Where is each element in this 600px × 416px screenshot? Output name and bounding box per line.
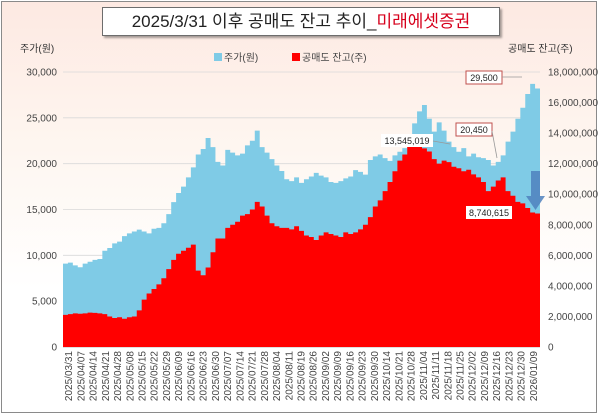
x-tick-label: 2025/08/11 <box>284 351 295 401</box>
annotation-20450: 20,450 <box>460 125 488 135</box>
x-tick-label: 2025/09/02 <box>321 351 332 401</box>
x-tick-label: 2025/12/09 <box>480 351 491 401</box>
right-axis-title: 공매도 잔고(주) <box>508 43 573 55</box>
annotation-8740615: 8,740,615 <box>469 208 509 218</box>
x-tick-label: 2025/07/07 <box>223 351 234 401</box>
right-tick-label: 6,000,000 <box>548 251 593 262</box>
legend-swatch-price <box>214 53 222 61</box>
right-tick-label: 16,000,000 <box>548 98 598 109</box>
x-tick-label: 2025/11/04 <box>419 351 430 401</box>
legend-swatch-short <box>292 53 300 61</box>
annotation-box-29500 <box>465 70 503 85</box>
x-tick-label: 2025/05/22 <box>150 351 161 401</box>
short-balance-area <box>63 140 540 347</box>
x-tick-label: 2025/06/16 <box>186 351 197 401</box>
left-tick-label: 20,000 <box>26 159 57 170</box>
x-tick-label: 2025/07/14 <box>235 351 246 401</box>
x-tick-label: 2025/08/04 <box>272 351 283 401</box>
x-tick-label: 2026/01/09 <box>529 351 540 401</box>
x-tick-label: 2025/08/19 <box>297 351 308 401</box>
annotation-29500: 29,500 <box>470 73 498 83</box>
x-tick-label: 2025/09/09 <box>333 351 344 401</box>
x-tick-label: 2025/05/29 <box>162 351 173 401</box>
left-tick-label: 10,000 <box>26 251 57 262</box>
left-axis-ticks: 0 5,000 10,000 15,000 20,000 25,000 30,000 <box>26 68 57 354</box>
right-tick-label: 4,000,000 <box>548 281 593 292</box>
right-axis-ticks: 0 2,000,000 4,000,000 6,000,000 8,000,000 10,… <box>548 68 598 354</box>
right-tick-label: 8,000,000 <box>548 220 593 231</box>
short-balance-series <box>63 140 540 347</box>
annotation-box-13545019 <box>381 134 433 147</box>
x-tick-label: 2025/06/23 <box>199 351 210 401</box>
left-tick-label: 30,000 <box>26 68 57 79</box>
x-tick-label: 2025/12/02 <box>468 351 479 401</box>
x-tick-label: 2025/05/15 <box>138 351 149 401</box>
left-tick-label: 0 <box>51 343 57 354</box>
annotation-box-20450 <box>455 122 493 137</box>
right-tick-label: 2,000,000 <box>548 312 593 323</box>
x-tick-label: 2025/11/11 <box>431 351 442 400</box>
chart-title-highlight: 미래에셋증권 <box>376 12 471 31</box>
x-tick-label: 2025/12/23 <box>504 351 515 401</box>
right-tick-label: 18,000,000 <box>548 68 598 79</box>
annotation-box-8740615 <box>466 206 512 219</box>
right-tick-label: 0 <box>548 343 554 354</box>
right-tick-label: 10,000,000 <box>548 190 598 201</box>
x-tick-label: 2025/09/16 <box>345 351 356 401</box>
x-tick-label: 2025/10/28 <box>407 351 418 401</box>
x-tick-label: 2025/06/09 <box>174 351 185 401</box>
x-tick-label: 2025/12/16 <box>492 351 503 401</box>
x-axis-ticks: 2025/03/31 2025/04/07 2025/04/14 2025/04/21… <box>64 351 540 401</box>
annotation-13545019: 13,545,019 <box>384 136 429 146</box>
left-tick-label: 15,000 <box>26 205 57 216</box>
x-tick-label: 2025/08/26 <box>309 351 320 401</box>
annotation-leader-13545019 <box>432 140 451 145</box>
x-tick-label: 2025/04/21 <box>101 351 112 401</box>
left-tick-label: 25,000 <box>26 113 57 124</box>
x-tick-label: 2025/07/21 <box>248 351 259 401</box>
x-tick-label: 2025/07/28 <box>260 351 271 401</box>
left-tick-label: 5,000 <box>32 297 57 308</box>
x-tick-label: 2025/12/30 <box>517 351 528 401</box>
x-tick-label: 2025/06/30 <box>211 351 222 401</box>
down-arrow-icon <box>526 171 545 210</box>
annotation-leader-20450 <box>491 130 498 159</box>
legend: 주가(원) 공매도 잔고(주) <box>214 52 367 64</box>
x-tick-label: 2025/04/28 <box>113 351 124 401</box>
x-tick-label: 2025/09/30 <box>370 351 381 401</box>
x-tick-label: 2025/09/23 <box>358 351 369 401</box>
legend-label-short: 공매도 잔고(주) <box>302 52 367 64</box>
x-tick-label: 2025/05/08 <box>125 351 136 401</box>
x-tick-label: 2025/04/07 <box>76 351 87 401</box>
x-tick-label: 2025/10/14 <box>382 351 393 401</box>
legend-label-price: 주가(원) <box>224 52 258 64</box>
x-tick-label: 2025/10/21 <box>394 351 405 401</box>
right-tick-label: 14,000,000 <box>548 129 598 140</box>
annotations: 29,500 20,450 13,545,019 8,740,615 <box>381 70 545 219</box>
chart-title-text: 2025/3/31 이후 공매도 잔고 추이_ <box>131 12 377 31</box>
x-tick-label: 2025/11/25 <box>456 351 467 401</box>
x-tick-label: 2025/11/18 <box>443 351 454 401</box>
x-tick-label: 2025/04/14 <box>89 351 100 401</box>
chart-title: 2025/3/31 이후 공매도 잔고 추이_미래에셋증권 <box>102 7 500 36</box>
left-axis-title: 주가(원) <box>20 43 54 55</box>
x-tick-label: 2025/03/31 <box>64 351 75 401</box>
right-tick-label: 12,000,000 <box>548 159 598 170</box>
